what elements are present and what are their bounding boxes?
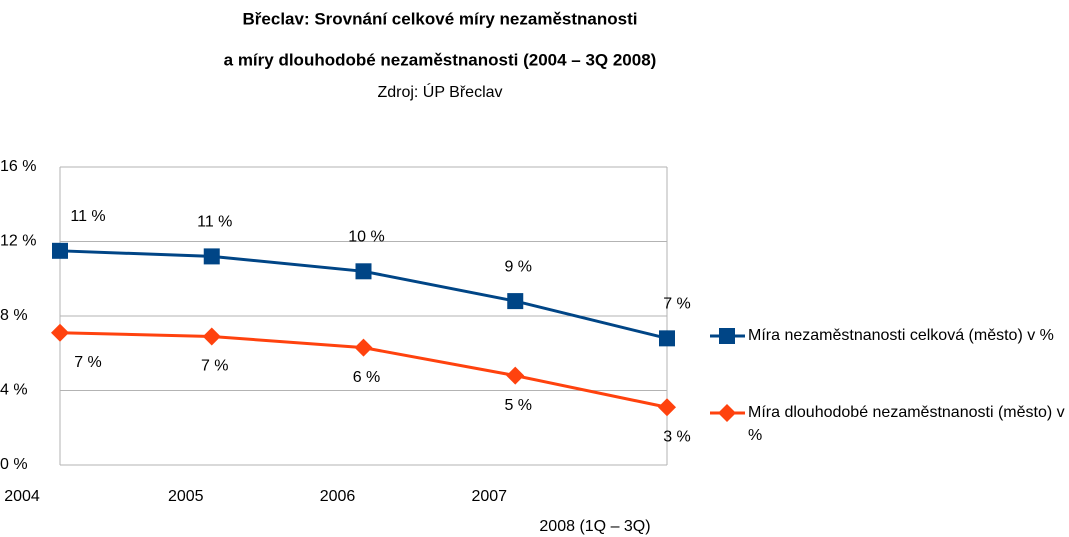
data-label: 5 %: [504, 397, 532, 414]
x-tick-label: 2006: [320, 488, 356, 505]
y-tick-label: 8 %: [0, 307, 28, 324]
legend-marker: [718, 404, 736, 422]
legend-label: Míra nezaměstnanosti celková (město) v %: [748, 327, 1054, 344]
legend-marker: [719, 328, 735, 344]
data-label: 11 %: [197, 214, 232, 231]
marker: [659, 330, 675, 347]
marker: [355, 263, 372, 280]
y-tick-label: 12 %: [0, 233, 36, 250]
marker: [506, 366, 525, 385]
data-label: 3 %: [663, 428, 691, 445]
data-label: 7 %: [74, 354, 102, 371]
y-tick-label: 16 %: [0, 158, 36, 175]
legend-label: Míra dlouhodobé nezaměstnanosti (město) …: [748, 404, 1065, 444]
y-tick-label: 0 %: [0, 456, 28, 473]
chart-title: Břeclav: Srovnání celkové míry nezaměstn…: [243, 9, 638, 28]
data-label: 6 %: [353, 369, 381, 386]
chart-title: a míry dlouhodobé nezaměstnanosti (2004 …: [224, 50, 657, 69]
y-tick-label: 4 %: [0, 382, 28, 399]
marker: [203, 248, 220, 265]
data-label: 10 %: [348, 229, 384, 246]
marker: [52, 242, 68, 259]
data-label: 7 %: [663, 296, 691, 313]
marker: [507, 293, 524, 310]
marker: [658, 398, 676, 417]
chart-subtitle: Zdroj: ÚP Břeclav: [377, 82, 502, 101]
data-label: 7 %: [201, 358, 229, 375]
x-tick-label: 2008 (1Q – 3Q): [539, 518, 650, 535]
marker: [202, 327, 221, 346]
marker: [51, 323, 69, 342]
data-label: 9 %: [504, 258, 532, 275]
x-tick-label: 2004: [4, 488, 40, 505]
data-label: 11 %: [70, 208, 105, 225]
x-tick-label: 2005: [168, 488, 204, 505]
x-tick-label: 2007: [471, 488, 507, 505]
marker: [354, 338, 373, 357]
